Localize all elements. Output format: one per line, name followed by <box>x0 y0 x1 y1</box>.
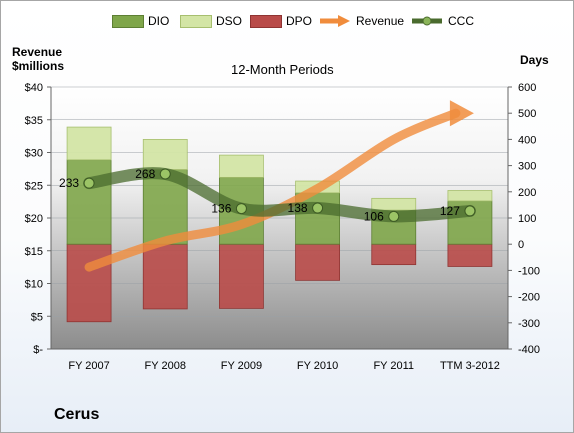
bar-dpo <box>447 243 493 267</box>
y-right-tick-label: 400 <box>518 134 536 146</box>
y-left-tick-label: $25 <box>25 180 43 192</box>
x-tick-label: TTM 3-2012 <box>440 360 500 372</box>
y-right-tick-label: -100 <box>518 265 540 277</box>
ccc-point <box>464 205 476 217</box>
ccc-point <box>388 210 400 222</box>
legend-item-ccc: CCC <box>410 14 474 28</box>
ccc-line <box>83 167 476 223</box>
bar-dso <box>142 138 188 170</box>
y-right-axis-title: Days <box>520 53 549 67</box>
legend-item-dio: DIO <box>112 14 169 28</box>
ccc-data-label: 138 <box>288 201 308 215</box>
bar-dpo <box>142 243 188 310</box>
legend-label-dso: DSO <box>216 14 243 28</box>
bar-dso <box>447 190 493 202</box>
y-right-tick-label: 300 <box>518 161 536 173</box>
legend-label-revenue: Revenue <box>356 14 405 28</box>
bar-dio <box>66 159 112 245</box>
ccc-data-label: 106 <box>364 209 384 223</box>
y-right-tick-label: 600 <box>518 82 536 94</box>
x-tick-label: FY 2007 <box>68 360 109 372</box>
legend-label-ccc: CCC <box>448 14 474 28</box>
ccc-point <box>312 202 324 214</box>
y-left-tick-label: $- <box>33 344 43 356</box>
legend-swatch-dpo <box>250 14 282 28</box>
y-left-axis-title-line1: Revenue <box>12 45 63 59</box>
legend-swatch-dio <box>112 14 144 28</box>
y-right-tick-label: 200 <box>518 187 536 199</box>
ccc-data-label: 136 <box>211 202 231 216</box>
bar-dpo <box>371 243 417 266</box>
legend-swatch-dso <box>180 14 212 28</box>
company-name: Cerus <box>54 406 100 423</box>
ccc-data-label: 268 <box>135 167 155 181</box>
y-left-tick-label: $15 <box>25 246 43 258</box>
y-left-tick-label: $5 <box>31 311 43 323</box>
y-left-tick-label: $30 <box>25 148 43 160</box>
legend-item-dpo: DPO <box>250 14 312 28</box>
y-right-tick-label: -400 <box>518 344 540 356</box>
y-left-tick-label: $10 <box>25 279 43 291</box>
ccc-point <box>159 168 171 180</box>
bar-dpo <box>219 243 264 309</box>
y-right-tick-label: -300 <box>518 318 540 330</box>
legend-item-dso: DSO <box>180 14 242 28</box>
legend: DIO DSO DPO Revenue CCC <box>0 14 574 34</box>
legend-swatch-revenue <box>320 15 350 27</box>
y-left-tick-label: $35 <box>25 115 43 127</box>
x-tick-label: FY 2011 <box>373 360 414 372</box>
y-right-tick-label: 100 <box>518 213 536 225</box>
y-right-tick-label: 0 <box>518 239 524 251</box>
legend-label-dio: DIO <box>148 14 170 28</box>
y-left-axis-title-line2: $millions <box>12 59 65 73</box>
ccc-data-label: 233 <box>59 176 79 190</box>
bar-dpo <box>295 243 340 281</box>
y-right-tick-label: 500 <box>518 108 536 120</box>
bar-dso <box>66 126 112 161</box>
chart-title: 12-Month Periods <box>231 62 334 77</box>
y-left-tick-label: $20 <box>25 213 43 225</box>
y-right-tick-label: -200 <box>518 292 540 304</box>
x-tick-label: FY 2009 <box>221 360 262 372</box>
legend-swatch-ccc <box>412 16 442 26</box>
legend-label-dpo: DPO <box>286 14 313 28</box>
bar-dso <box>219 154 264 178</box>
x-tick-label: FY 2010 <box>297 360 338 372</box>
ccc-data-label: 127 <box>440 204 460 218</box>
ccc-point <box>83 177 95 189</box>
bar-dso <box>371 197 417 211</box>
y-left-tick-label: $40 <box>25 82 43 94</box>
x-tick-label: FY 2008 <box>145 360 186 372</box>
bar-dpo <box>66 243 112 323</box>
ccc-point <box>235 203 247 215</box>
legend-item-revenue: Revenue <box>318 14 404 28</box>
revenue-arrowhead <box>449 100 474 127</box>
